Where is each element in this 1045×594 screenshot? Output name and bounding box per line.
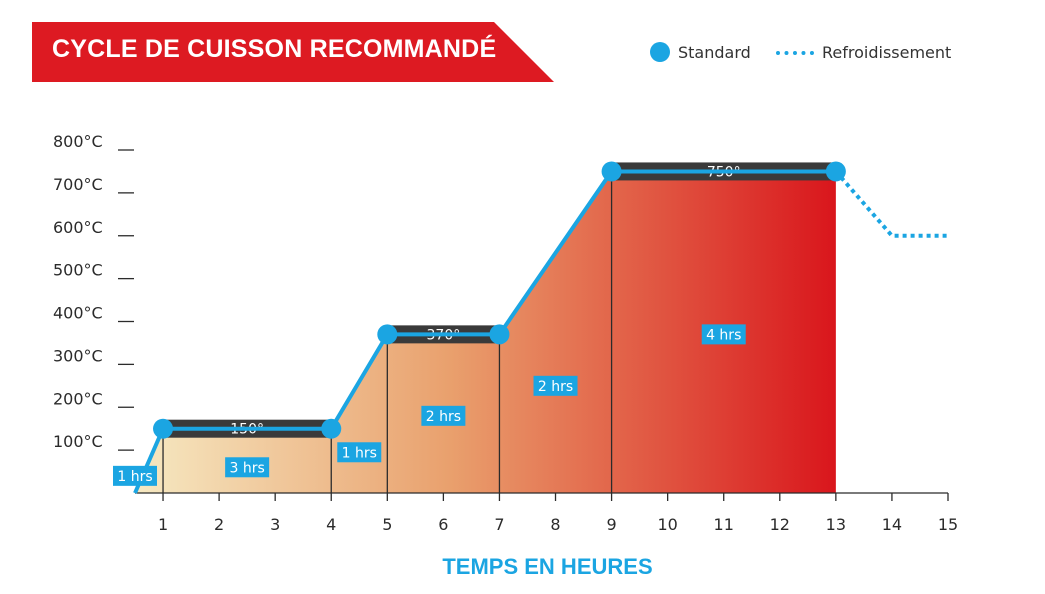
y-tick-label: 400°C [53, 304, 103, 323]
chart-title: CYCLE DE CUISSON RECOMMANDÉ [52, 35, 497, 63]
x-tick-label: 12 [770, 515, 790, 534]
series-cooling-line [834, 170, 948, 238]
duration-label: 1 hrs [342, 445, 377, 461]
data-point-marker [489, 324, 510, 345]
x-tick-label: 10 [657, 515, 677, 534]
duration-label: 2 hrs [538, 379, 573, 395]
y-tick-label: 200°C [53, 389, 103, 408]
x-tick-label: 5 [382, 515, 392, 534]
x-tick-label: 14 [882, 515, 902, 534]
x-tick-label: 9 [606, 515, 616, 534]
title-banner [32, 22, 554, 82]
legend: Standard Refroidissement [650, 40, 1010, 64]
duration-badge [701, 324, 746, 345]
data-point-marker [377, 324, 398, 345]
data-point-marker [601, 161, 622, 182]
y-tick-label: 500°C [53, 261, 103, 280]
legend-standard-label: Standard [678, 43, 751, 62]
duration-label: 3 hrs [229, 460, 264, 476]
duration-label: 2 hrs [426, 409, 461, 425]
y-tick-label: 700°C [53, 175, 103, 194]
x-tick-label: 15 [938, 515, 958, 534]
legend-cooling-marker [776, 51, 814, 55]
legend-cooling-label: Refroidissement [822, 43, 952, 62]
duration-labels: 1 hrs 3 hrs 1 hrs 2 hrs 2 hrs 4 hrs [113, 324, 746, 486]
heating-area [135, 171, 836, 493]
axes: 1 2 3 4 5 6 7 8 9 10 11 12 13 14 15100°C200°C300°C400°… [53, 132, 958, 534]
x-tick-label: 2 [214, 515, 224, 534]
y-tick-label: 300°C [53, 346, 103, 365]
duration-badge [533, 375, 578, 396]
segment-separators [162, 171, 613, 493]
x-tick-label: 3 [270, 515, 280, 534]
data-point-marker [825, 161, 846, 182]
duration-label: 4 hrs [706, 327, 741, 343]
x-tick-label: 1 [158, 515, 168, 534]
x-tick-label: 4 [326, 515, 336, 534]
y-tick-label: 600°C [53, 218, 103, 237]
x-tick-label: 8 [550, 515, 560, 534]
x-axis-title: TEMPS EN HEURES [442, 554, 653, 579]
x-tick-label: 7 [494, 515, 504, 534]
x-tick-label: 11 [714, 515, 734, 534]
point-markers [153, 161, 846, 439]
heating-area-fill [135, 171, 836, 493]
legend-standard-marker [650, 42, 670, 62]
x-tick-label: 13 [826, 515, 846, 534]
data-point-marker [321, 418, 342, 439]
duration-badge [337, 442, 382, 463]
x-tick-label: 6 [438, 515, 448, 534]
duration-badge [113, 465, 157, 486]
duration-badge [225, 457, 270, 478]
duration-badge [421, 405, 466, 426]
duration-label: 1 hrs [117, 469, 152, 485]
y-tick-label: 800°C [53, 132, 103, 151]
data-point-marker [153, 418, 174, 439]
y-tick-label: 100°C [53, 432, 103, 451]
